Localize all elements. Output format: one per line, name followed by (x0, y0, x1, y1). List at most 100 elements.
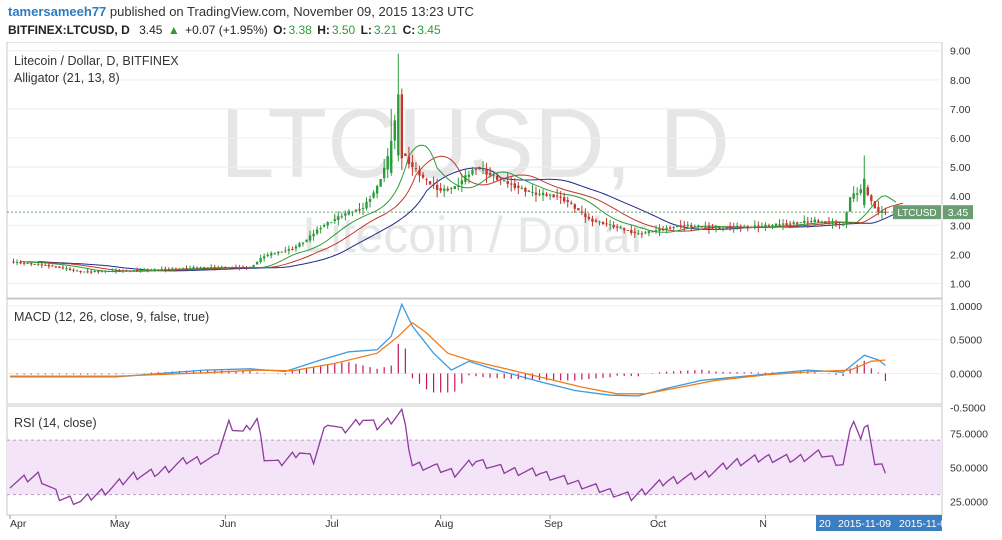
candle-body (224, 267, 227, 269)
candle-body (450, 188, 453, 190)
trading-chart[interactable]: LTCUSD, D Litecoin / Dollar 1.00 2.00 3.00… (0, 42, 1002, 540)
date-tag (816, 515, 942, 531)
candle-body (86, 271, 89, 273)
candle-body (210, 267, 213, 269)
candle-body (337, 216, 340, 220)
candle-body (767, 225, 771, 227)
candle-body (750, 226, 753, 228)
candle-body (220, 266, 223, 268)
candle-body (707, 226, 711, 229)
candle-body (735, 225, 739, 229)
candle-body (238, 267, 241, 269)
low-value: 3.21 (373, 23, 398, 37)
candle-body (834, 223, 838, 226)
candle-body (852, 193, 855, 199)
candle-body (375, 185, 379, 194)
macd-tick-label: 0.5000 (950, 335, 982, 347)
candle-body (623, 228, 626, 231)
candle-body (111, 270, 114, 272)
month-label: Apr (10, 518, 27, 530)
rsi-tick-label: 50.0000 (950, 462, 988, 474)
candle-body (308, 235, 312, 241)
date-tag-a: 20 (819, 518, 831, 530)
candle-body (633, 231, 637, 234)
candle-body (619, 227, 622, 229)
candle-body (485, 169, 488, 175)
candle-body (520, 187, 524, 189)
author-link[interactable]: tamersameeh77 (8, 4, 107, 19)
up-arrow-icon: ▲ (167, 23, 180, 37)
candle-body (510, 183, 513, 185)
candle-body (630, 230, 633, 234)
rsi-axis[interactable]: 25.0000 50.0000 75.0000 (950, 428, 988, 508)
symbol-tag-label: LTCUSD (897, 208, 936, 219)
candle-body (252, 265, 255, 268)
candle-body (672, 226, 675, 228)
month-label: Aug (435, 518, 454, 530)
candle-body (495, 176, 499, 180)
candle-body (481, 169, 485, 171)
candle-body (68, 268, 72, 271)
candle-body (114, 270, 118, 272)
chart-header: tamersameeh77 published on TradingView.c… (0, 0, 1002, 42)
candle-body (570, 202, 573, 204)
price-pane-title: Litecoin / Dollar, D, BITFINEX (14, 54, 179, 68)
candle-body (153, 268, 156, 271)
candle-body (739, 226, 742, 228)
candle-body (697, 225, 700, 228)
macd-pane[interactable] (6, 298, 943, 405)
candle-body (665, 227, 668, 230)
candle-body (460, 180, 464, 185)
macd-axis[interactable]: -0.5000 0.0000 0.5000 1.0000 (950, 301, 986, 415)
candle-body (795, 222, 799, 224)
candle-body (704, 226, 707, 228)
candle-body (404, 153, 407, 156)
candle-body (259, 258, 262, 263)
candle-body (12, 261, 15, 263)
candle-body (125, 270, 128, 272)
candle-body (527, 190, 531, 192)
candle-body (195, 267, 199, 269)
candle-body (37, 263, 40, 265)
price-axis[interactable]: 1.00 2.00 3.00 4.00 5.00 6.00 7.00 8.00 9.00 (950, 46, 971, 291)
candle-body (227, 267, 231, 269)
candle-body (859, 189, 862, 193)
candle-body (393, 120, 396, 141)
candle-body (725, 226, 728, 229)
price-pane[interactable] (6, 42, 943, 299)
candle-body (160, 268, 163, 270)
candle-body (566, 200, 569, 202)
candle-body (442, 188, 446, 192)
candle-body (178, 268, 181, 270)
price-tick-label: 2.00 (950, 249, 971, 261)
change-text: +0.07 (+1.95%) (185, 23, 268, 37)
candle-body (432, 184, 435, 186)
candle-body (478, 166, 481, 170)
candle-body (414, 168, 418, 170)
candle-body (848, 197, 852, 212)
macd-title: MACD (12, 26, close, 9, false, true) (14, 310, 209, 324)
candle-body (192, 267, 195, 269)
candle-body (33, 263, 36, 265)
price-tick-label: 5.00 (950, 162, 971, 174)
candle-body (411, 162, 414, 168)
date-tag-c: 2015-11-0 (899, 518, 946, 530)
candle-body (760, 226, 764, 228)
candle-body (679, 225, 682, 227)
candle-body (435, 184, 439, 191)
candle-body (827, 222, 831, 224)
time-axis[interactable]: Apr May Jun Jul Aug Sep Oct N (9, 515, 767, 530)
candle-body (774, 223, 778, 226)
candle-body (728, 227, 732, 229)
candle-body (803, 220, 806, 223)
candle-body (319, 228, 322, 230)
candle-body (580, 211, 584, 213)
candle-body (164, 268, 167, 270)
candle-body (428, 181, 432, 185)
candle-body (280, 251, 284, 253)
candle-body (863, 178, 866, 205)
candle-body (439, 187, 442, 191)
candle-body (446, 188, 449, 191)
candle-body (573, 204, 576, 209)
watermark-name: Litecoin / Dollar (303, 207, 648, 263)
